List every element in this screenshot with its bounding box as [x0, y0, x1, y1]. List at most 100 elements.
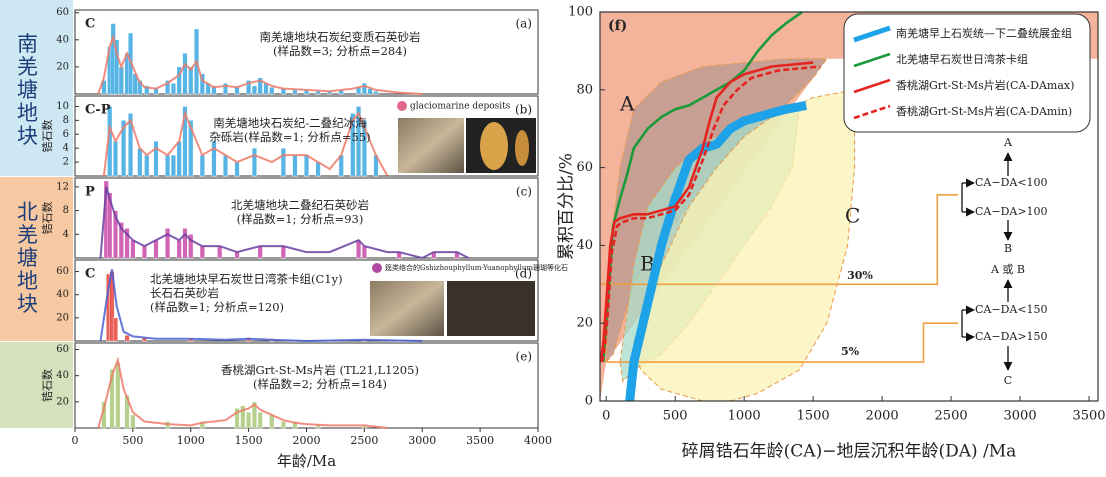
bar [131, 240, 136, 258]
bar [144, 155, 149, 176]
bar [200, 246, 205, 258]
bar [252, 148, 257, 176]
x-tick-label: 1000 [177, 434, 205, 447]
decision-label: A 或 B [990, 263, 1025, 276]
bar [154, 141, 159, 176]
panel-label: (b) [515, 103, 532, 117]
panel-label: (e) [516, 350, 532, 364]
panel-label: (c) [516, 185, 532, 199]
x-tick-label: 3000 [408, 434, 436, 447]
panel-title: (样品数=1; 分析点=120) [150, 300, 284, 314]
y-tick-label: 6 [63, 129, 69, 140]
y-tick-label: 60 [56, 266, 69, 277]
legend-label: 南羌塘早上石炭统—下二叠统展金组 [896, 26, 1072, 40]
y-tick-label: 60 [576, 160, 593, 175]
x-tick-label: 1500 [797, 409, 830, 424]
photo [515, 130, 529, 166]
legend-label: 北羌塘早石炭世日湾茶卡组 [896, 52, 1028, 66]
decision-label: A [1003, 136, 1013, 149]
y-tick-label: 40 [56, 370, 69, 381]
bar [217, 246, 222, 258]
y-tick-label: 60 [56, 7, 69, 18]
bar [177, 141, 182, 176]
bar [235, 162, 240, 176]
y-tick-label: 4 [63, 229, 69, 240]
bar [293, 90, 298, 94]
bar [171, 155, 176, 176]
y-axis-label: 锆石数 [41, 202, 54, 235]
y-axis-label: 累积百分比/% [557, 153, 577, 260]
y-tick-label: 12 [56, 181, 69, 192]
decision-label: C [1004, 374, 1012, 387]
decision-label: CA−DA>100 [975, 205, 1048, 218]
bar [252, 86, 257, 94]
x-tick-label: 3000 [1004, 409, 1037, 424]
x-tick-label: 3500 [1072, 409, 1105, 424]
bar [304, 155, 309, 176]
y-tick-label: 40 [56, 289, 69, 300]
bar [154, 240, 159, 258]
region-label: C [845, 204, 860, 228]
x-tick-label: 1000 [728, 409, 761, 424]
cumulative-chart: ABC30%5%05001000150020002500300035000204… [557, 5, 1106, 462]
panel-title: 北羌塘地块早石炭世日湾茶卡组(C1y) [150, 272, 343, 286]
bar [258, 412, 263, 428]
photo [447, 281, 535, 336]
bar [281, 148, 286, 176]
legend-label: 香桃湖Grt-St-Ms片岩(CA-DAmin) [896, 104, 1072, 118]
bar [113, 318, 118, 341]
bar [269, 87, 274, 94]
decision-label: CA−DA>150 [975, 330, 1048, 343]
bar [200, 155, 205, 176]
y-tick-label: 10 [56, 101, 69, 112]
x-tick-label: 4000 [524, 434, 552, 447]
bar [177, 240, 182, 258]
icon [397, 101, 407, 111]
figure: 204060C(a)南羌塘地块石炭纪变质石英砂岩(样品数=3; 分析点=284)… [0, 0, 1106, 477]
y-tick-label: 8 [63, 115, 69, 126]
x-tick-label: 500 [122, 434, 143, 447]
y-tick-label: 20 [576, 316, 593, 331]
bar [119, 67, 124, 94]
bar [212, 141, 217, 176]
y-tick-label: 8 [63, 205, 69, 216]
x-tick-label: 3500 [466, 434, 494, 447]
panel-title: 南羌塘地块石炭纪-二叠纪冰海 [213, 116, 367, 130]
bar [165, 228, 170, 258]
panel-title: 杂砾岩(样品数=1; 分析点=55) [209, 130, 370, 144]
decision-label: B [1004, 242, 1012, 255]
bar [293, 155, 298, 176]
panel-title: (样品数=1; 分析点=93) [237, 212, 364, 226]
y-tick-label: 60 [56, 344, 69, 355]
x-tick-label: 2000 [293, 434, 321, 447]
period-label: C [85, 17, 95, 32]
guide-label: 5% [841, 345, 860, 358]
decision-label: CA−DA<150 [975, 303, 1048, 316]
x-tick-label: 500 [663, 409, 688, 424]
legend-label: 香桃湖Grt-St-Ms片岩(CA-DAmax) [896, 78, 1074, 92]
panel-label: (a) [515, 17, 532, 31]
bar [281, 246, 286, 258]
bar [281, 421, 286, 428]
photo [398, 118, 464, 173]
y-tick-label: 20 [56, 396, 69, 407]
bar [188, 67, 193, 94]
x-axis-label: 碎屑锆石年龄(CA)−地层沉积年龄(DA) /Ma [682, 442, 1017, 462]
y-tick-label: 40 [56, 34, 69, 45]
x-tick-label: 2000 [866, 409, 899, 424]
decision-label: CA−DA<100 [975, 176, 1048, 189]
panel-label: (f) [608, 18, 627, 34]
bar [183, 228, 188, 258]
panel-title: 长石石英砂岩 [150, 286, 219, 300]
y-tick-label: 0 [585, 394, 593, 409]
bar [171, 83, 176, 94]
bar [125, 335, 130, 341]
y-tick-label: 100 [568, 5, 593, 20]
bar [113, 141, 118, 176]
x-tick-label: 1500 [235, 434, 263, 447]
guide-label: 30% [847, 269, 873, 282]
y-tick-label: 2 [63, 157, 69, 168]
bar [269, 415, 274, 428]
page: {"side_labels": ["南羌塘地块", "北羌塘地块"], "cha… [0, 0, 1106, 477]
photo [370, 281, 444, 336]
